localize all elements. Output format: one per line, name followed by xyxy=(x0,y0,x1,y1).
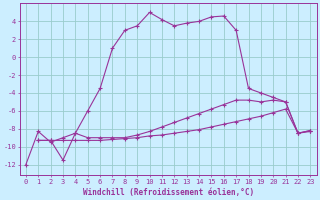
X-axis label: Windchill (Refroidissement éolien,°C): Windchill (Refroidissement éolien,°C) xyxy=(83,188,254,197)
